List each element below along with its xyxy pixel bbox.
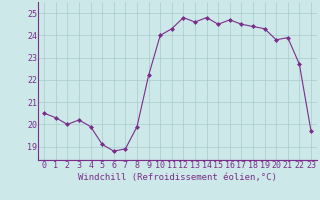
- X-axis label: Windchill (Refroidissement éolien,°C): Windchill (Refroidissement éolien,°C): [78, 173, 277, 182]
